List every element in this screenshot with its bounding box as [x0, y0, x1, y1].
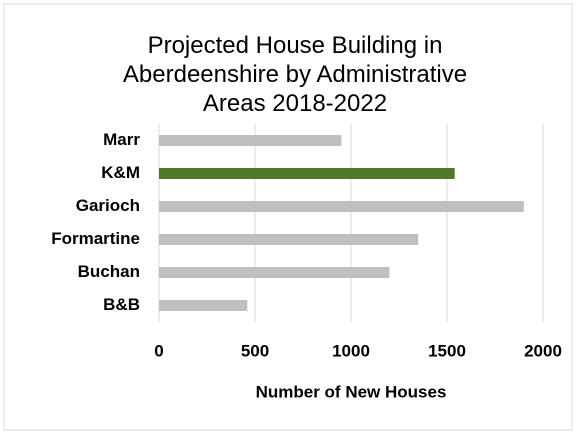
bar	[159, 135, 342, 146]
x-tick-label: 2000	[524, 341, 562, 360]
chart-frame	[3, 3, 573, 431]
y-tick-label: Marr	[103, 130, 140, 149]
x-tick-label: 500	[241, 341, 269, 360]
bar	[159, 267, 390, 278]
y-tick-label: Garioch	[76, 196, 140, 215]
y-tick-label: Buchan	[78, 262, 140, 281]
x-tick-label: 1500	[428, 341, 466, 360]
bar	[159, 201, 524, 212]
chart-title: Projected House Building in Aberdeenshir…	[122, 32, 468, 117]
y-tick-label: K&M	[101, 163, 140, 182]
x-tick-label: 1000	[332, 341, 370, 360]
bar	[159, 168, 455, 179]
bar	[159, 300, 248, 311]
y-tick-label: Formartine	[51, 229, 140, 248]
y-tick-label: B&B	[103, 295, 140, 314]
x-axis-label: Number of New Houses	[256, 382, 447, 401]
x-tick-label: 0	[154, 341, 163, 360]
bar	[159, 234, 419, 245]
